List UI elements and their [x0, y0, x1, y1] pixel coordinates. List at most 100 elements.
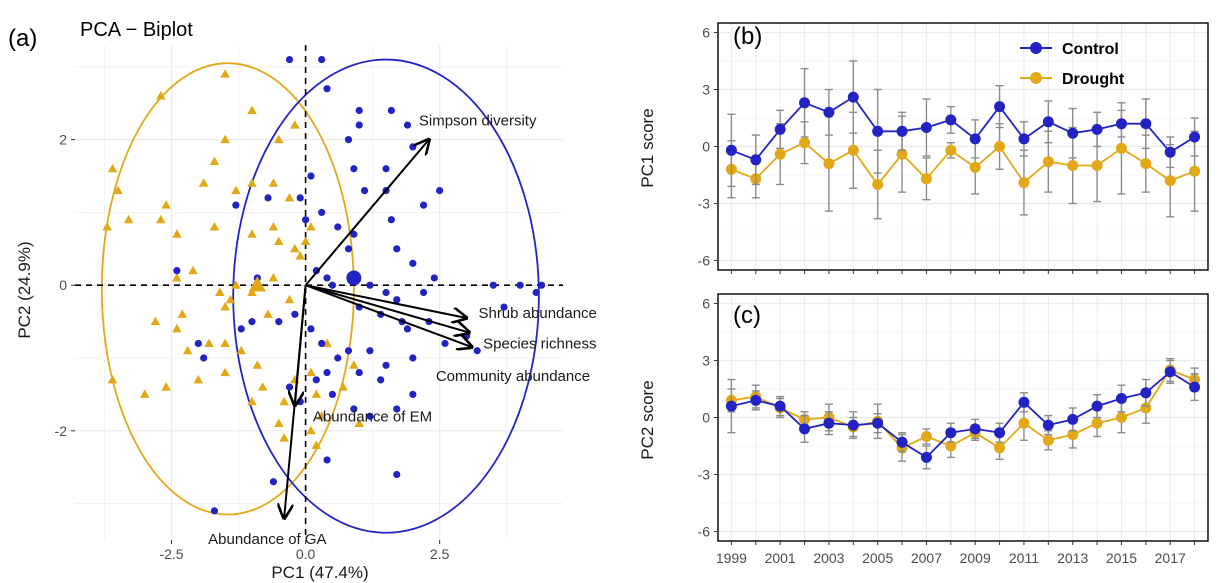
x-tick-label: 2013 [1057, 550, 1088, 566]
drought-point [1164, 175, 1176, 187]
drought-point [354, 418, 364, 428]
control-point [360, 186, 369, 195]
loading-label: Shrub abundance [478, 305, 596, 322]
control-point [264, 194, 272, 202]
loading-arrow [305, 284, 470, 332]
drought-point [188, 265, 198, 275]
drought-point [920, 173, 932, 185]
chart-title: PCA − Biplot [80, 19, 193, 41]
drought-point [1018, 417, 1030, 429]
x-tick-label: 1999 [716, 550, 747, 566]
drought-point [306, 425, 316, 435]
loading-label: Abundance of EM [313, 408, 432, 425]
drought-ellipse [100, 62, 355, 516]
control-point [750, 394, 762, 406]
drought-point [1140, 402, 1152, 414]
control-point [725, 144, 737, 156]
drought-point [102, 221, 112, 231]
control-point [1067, 127, 1079, 139]
control-point [344, 136, 353, 144]
drought-point [123, 214, 134, 224]
drought-point [220, 302, 230, 311]
drought-point [279, 396, 289, 406]
control-point [323, 456, 331, 464]
control-point [823, 106, 835, 118]
x-axis-label: PC1 (47.4%) [271, 563, 368, 582]
control-point [1091, 400, 1103, 412]
panel-c-label: (c) [733, 302, 761, 329]
control-point [1067, 413, 1079, 425]
pc1-score-panel: -6 -3 0 3 6 [698, 22, 1209, 274]
loading-arrow [284, 285, 307, 518]
control-point [419, 288, 428, 297]
x-tick-label: 2009 [960, 550, 991, 566]
drought-point [156, 90, 166, 100]
loading-arrow [305, 284, 472, 347]
control-point [872, 417, 884, 429]
drought-point [172, 272, 182, 282]
drought-point [295, 251, 305, 260]
control-point [210, 507, 219, 515]
x-tick-label: 2011 [1009, 550, 1039, 566]
control-point [387, 106, 395, 115]
drought-point [172, 229, 182, 238]
control-point [334, 223, 342, 231]
drought-point [847, 144, 859, 156]
control-point [1115, 393, 1127, 404]
drought-point [252, 360, 263, 369]
control-point [301, 216, 310, 224]
drought-point [247, 287, 257, 296]
control-point [318, 208, 326, 217]
drought-point [306, 367, 316, 377]
control-point [1140, 387, 1152, 399]
control-point [393, 245, 401, 253]
x-tick-label: 2017 [1155, 550, 1186, 566]
control-point [537, 281, 546, 289]
pca-biplot-panel: -2.5 0.0 2.5 -2 0 2 Simpson diversity Shrub abu… [55, 45, 597, 562]
drought-point [220, 69, 230, 78]
drought-point [1091, 160, 1103, 171]
drought-point [1042, 434, 1054, 446]
drought-point [209, 221, 220, 231]
drought-point [236, 345, 246, 355]
control-point [1140, 118, 1152, 130]
control-point [430, 274, 438, 282]
control-point [291, 310, 299, 318]
legend-drought-label: Drought [1062, 71, 1125, 88]
drought-point [279, 433, 289, 442]
control-point [441, 339, 449, 348]
control-point [382, 165, 390, 173]
legend-control-marker [1030, 42, 1042, 54]
control-point [409, 143, 417, 151]
drought-point [945, 440, 957, 452]
drought-point [156, 214, 166, 224]
control-point [232, 201, 240, 209]
y-tick-label: -3 [698, 467, 711, 483]
drought-point [263, 309, 273, 318]
control-point [269, 478, 278, 486]
control-point [872, 125, 884, 137]
control-point [896, 436, 908, 448]
drought-point [215, 287, 225, 296]
control-point [366, 347, 374, 355]
control-point [285, 383, 294, 391]
control-point [994, 427, 1006, 439]
control-point [366, 281, 374, 289]
loading-label: Species richness [483, 336, 596, 353]
drought-point [247, 396, 257, 406]
control-point [1042, 116, 1054, 128]
y-tick-label: 3 [702, 82, 710, 98]
control-point [500, 303, 508, 311]
control-point [382, 288, 390, 297]
drought-point [231, 280, 241, 289]
control-ellipse [232, 58, 540, 534]
drought-point [268, 272, 279, 282]
control-point [799, 423, 811, 435]
x-tick-label: 2003 [813, 550, 844, 566]
control-point [725, 400, 737, 412]
x-tick-label: 2005 [862, 550, 893, 566]
control-point [847, 419, 859, 431]
control-point [409, 259, 417, 267]
legend-drought-marker [1030, 72, 1042, 84]
control-point [516, 281, 524, 289]
